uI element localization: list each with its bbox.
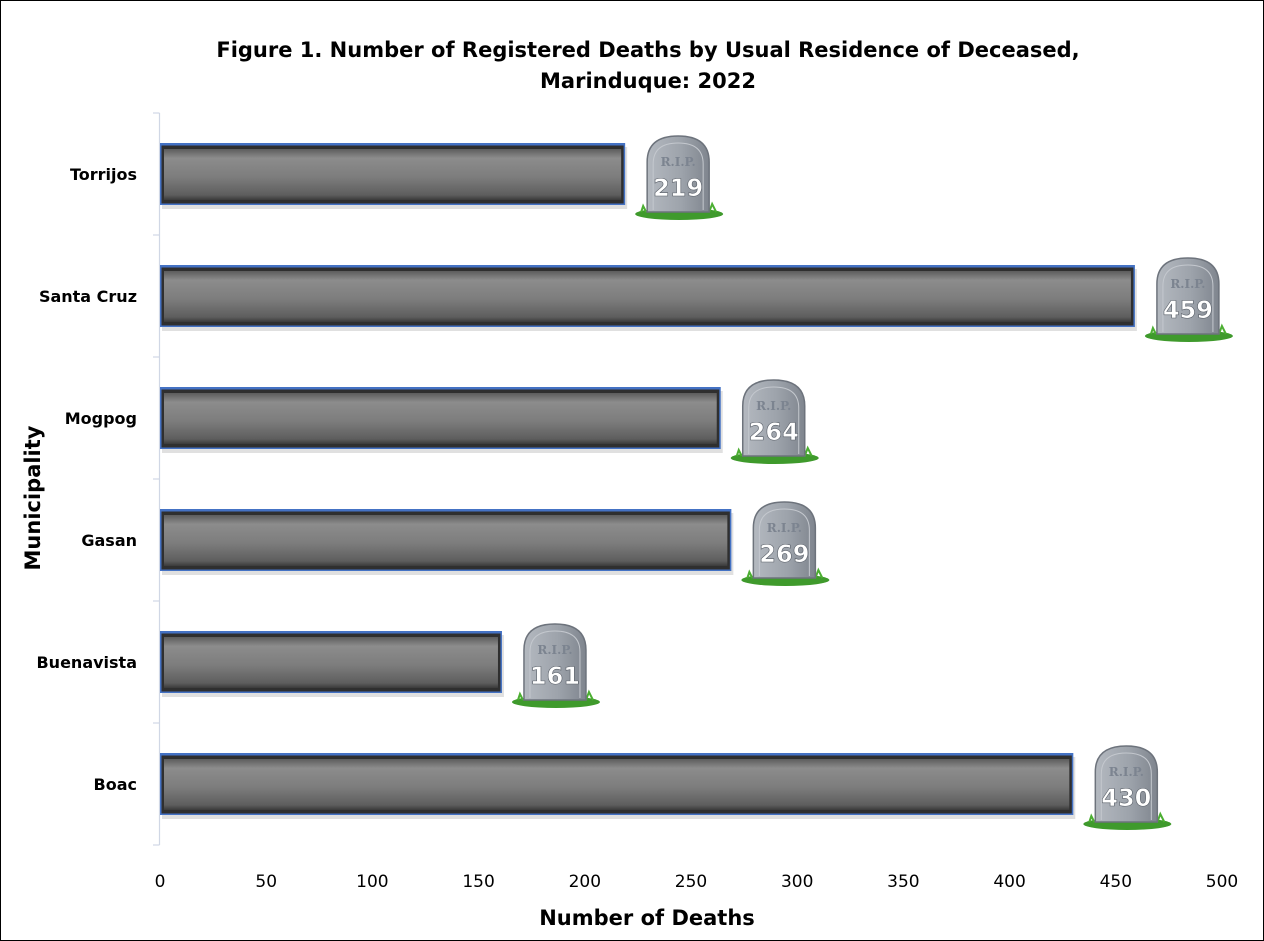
data-label: 430 [1101,784,1151,812]
tombstone-marker: R.I.P. 264 [730,379,819,464]
bar-fill [164,393,717,444]
stone-bevel [1162,264,1214,332]
data-label: 161 [530,662,580,690]
stone-body [752,501,817,579]
y-axis-title: Municipality [21,425,45,570]
stone-bevel [748,386,800,454]
stone-bevel [529,630,581,698]
bars-layer [160,143,1137,819]
x-tick-label: 500 [1206,872,1238,892]
category-label: Boac [94,775,137,794]
x-tick-labels: 0 50 100 150 200 250 300 350 400 450 500 [155,872,1239,892]
bar-torrijos [160,143,628,209]
bar-boac [160,753,1076,819]
stone-body [523,623,587,701]
data-label: 459 [1163,296,1213,324]
bar-fill [164,515,728,566]
tombstone-marker: R.I.P. 161 [511,623,600,708]
rip-text: R.I.P. [661,155,696,169]
stone-body [741,379,806,457]
stone-body [646,135,710,213]
data-label: 219 [653,174,703,202]
rip-text: R.I.P. [1109,765,1144,779]
chart-title: Figure 1. Number of Registered Deaths by… [216,38,1079,62]
x-axis-title: Number of Deaths [539,906,755,930]
category-label: Gasan [81,531,137,550]
bar-buenavista [160,631,504,697]
tombstone-marker: R.I.P. 269 [741,501,830,586]
x-tick-label: 50 [255,872,277,892]
x-tick-label: 400 [993,872,1025,892]
axes-layer [153,112,161,846]
bar-fill [164,637,498,688]
bar-fill [164,759,1070,810]
tombstone-marker: R.I.P. 430 [1083,745,1172,830]
bar-santa-cruz [160,265,1137,331]
data-label: 269 [759,540,809,568]
x-tick-label: 300 [781,872,813,892]
x-tick-label: 250 [675,872,707,892]
category-labels: Torrijos Santa Cruz Mogpog Gasan Buenavista B… [36,165,137,794]
x-tick-label: 100 [356,872,388,892]
category-label: Santa Cruz [39,287,137,306]
bar-mogpog [160,387,723,453]
category-label: Mogpog [65,409,137,428]
tombstone-marker: R.I.P. 459 [1144,257,1233,342]
rip-text: R.I.P. [537,643,572,657]
bar-fill [164,149,622,200]
data-label: 264 [749,418,799,446]
bar-gasan [160,509,734,575]
x-tick-label: 450 [1100,872,1132,892]
bar-fill [164,271,1131,322]
chart-title-line2: Marinduque: 2022 [540,69,756,93]
x-tick-label: 200 [569,872,601,892]
x-tick-label: 150 [462,872,494,892]
rip-text: R.I.P. [767,521,802,535]
x-tick-label: 0 [155,872,166,892]
x-tick-label: 350 [887,872,919,892]
rip-text: R.I.P. [1170,277,1205,291]
markers-layer: R.I.P.219R.I.P.459R.I.P.264R.I.P.269R.I.… [511,135,1233,830]
stone-body [1156,257,1220,335]
category-label: Torrijos [70,165,137,184]
stone-bevel [1100,752,1152,820]
stone-body [1094,745,1159,823]
stone-bevel [758,508,810,576]
stone-bevel [652,142,704,210]
category-label: Buenavista [36,653,137,672]
tombstone-marker: R.I.P. 219 [635,135,724,220]
rip-text: R.I.P. [756,399,791,413]
